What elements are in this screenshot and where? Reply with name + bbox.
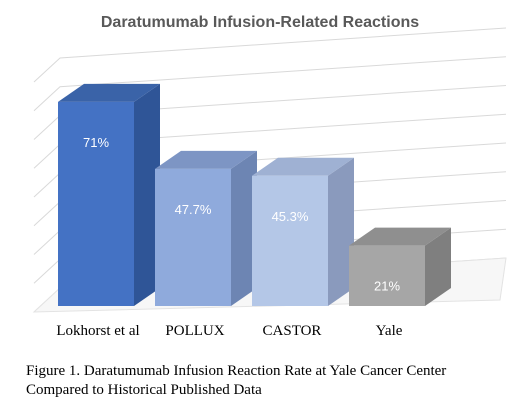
bar-top [58,83,160,102]
bar-2: 47.7% POLLUX [155,150,257,339]
caption-line-2: Compared to Historical Published Data [26,382,262,398]
chart-plot: 71% Lokhorst et al 47.7% POLLUX 45.3% CASTOR 2… [32,27,507,339]
category-label: Yale [376,323,403,339]
data-label: 71% [83,135,109,150]
bar-front [349,245,425,306]
bar-side [231,150,257,306]
data-label: 21% [374,279,400,294]
category-label: Lokhorst et al [56,323,139,339]
bar-4: 21% Yale [349,227,451,339]
caption-line-1: Figure 1. Daratumumab Infusion Reaction … [26,363,447,379]
data-label: 45.3% [272,209,309,224]
figure-caption: Figure 1. Daratumumab Infusion Reaction … [26,362,516,400]
gridline [33,56,507,112]
bar-top [252,157,354,176]
bar-front [252,175,328,306]
bar-top [155,150,257,169]
bar-top [349,227,451,246]
category-label: CASTOR [263,323,322,339]
chart-title: Daratumumab Infusion-Related Reactions [100,14,420,31]
bar-front [155,168,231,306]
bar-side [425,227,451,306]
bar-front [58,101,134,306]
category-label: POLLUX [165,323,224,339]
bar-3: 45.3% CASTOR [252,157,354,339]
bar-side [134,83,160,306]
bar-chart: Daratumumab Infusion-Related Reactions 7… [32,14,507,339]
gridline [33,27,507,83]
bar-side [328,157,354,306]
data-label: 47.7% [175,202,212,217]
bar-1: 71% Lokhorst et al [56,83,160,339]
